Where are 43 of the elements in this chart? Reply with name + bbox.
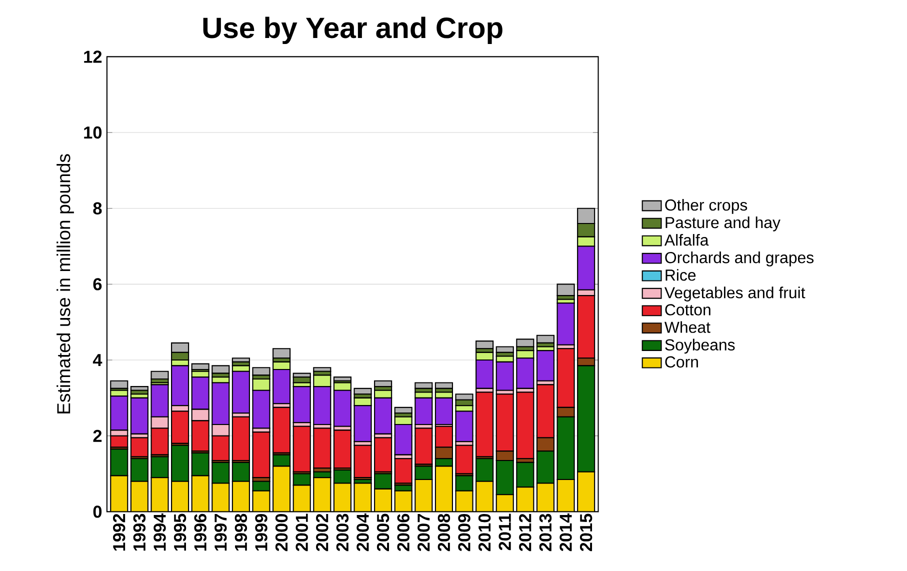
legend-label: Corn (665, 356, 698, 368)
x-tick-label: 2014 (560, 514, 572, 552)
y-axis-title: Estimated use in million pounds (56, 154, 74, 414)
x-tick-label: 1999 (255, 514, 268, 551)
x-tick-label: 2000 (275, 514, 288, 552)
x-tick-label: 1997 (214, 514, 227, 551)
x-tick-label: 1995 (174, 514, 186, 551)
x-tick-label: 1993 (133, 514, 146, 551)
x-tick-label: 1994 (154, 514, 166, 551)
legend-label: Rice (666, 269, 696, 281)
x-tick-label: 2007 (418, 514, 430, 552)
y-tick-label: 4 (92, 354, 102, 366)
legend-label: Wheat (664, 321, 710, 334)
x-tick-label: 2005 (376, 514, 390, 552)
legend-label: Soybeans (665, 338, 735, 354)
x-tick-label: 1992 (113, 514, 126, 551)
legend-label: Other crops (665, 199, 748, 214)
legend-label: Orchards and grapes (665, 252, 814, 267)
x-tick-label: 2012 (519, 514, 532, 552)
x-tick-label: 2001 (296, 514, 308, 552)
y-tick-label: 6 (93, 278, 102, 290)
x-tick-label: 2002 (316, 514, 328, 552)
x-tick-label: 1998 (234, 514, 248, 551)
legend-label: Vegetables and fruit (664, 286, 806, 302)
y-tick-label: 12 (84, 50, 102, 63)
x-tick-label: 1996 (194, 514, 206, 551)
x-tick-label: 2015 (580, 514, 592, 552)
legend-label: Pasture and hay (666, 216, 780, 232)
y-tick-label: 2 (93, 430, 102, 442)
x-tick-label: 2004 (356, 514, 369, 552)
x-tick-label: 2010 (478, 514, 491, 552)
legend-label: Cotton (665, 304, 710, 316)
x-tick-label: 2013 (539, 514, 552, 552)
x-tick-label: 2003 (336, 514, 349, 552)
x-tick-label: 2011 (498, 514, 511, 550)
y-tick-label: 10 (84, 126, 102, 139)
x-tick-label: 2008 (438, 514, 450, 552)
y-tick-label: 0 (93, 506, 102, 518)
legend-label: Alfalfa (664, 234, 709, 246)
y-tick-label: 8 (93, 202, 102, 215)
x-tick-label: 2009 (458, 514, 470, 552)
chart-title: Use by Year and Crop (203, 16, 502, 44)
x-tick-label: 2006 (397, 514, 410, 552)
